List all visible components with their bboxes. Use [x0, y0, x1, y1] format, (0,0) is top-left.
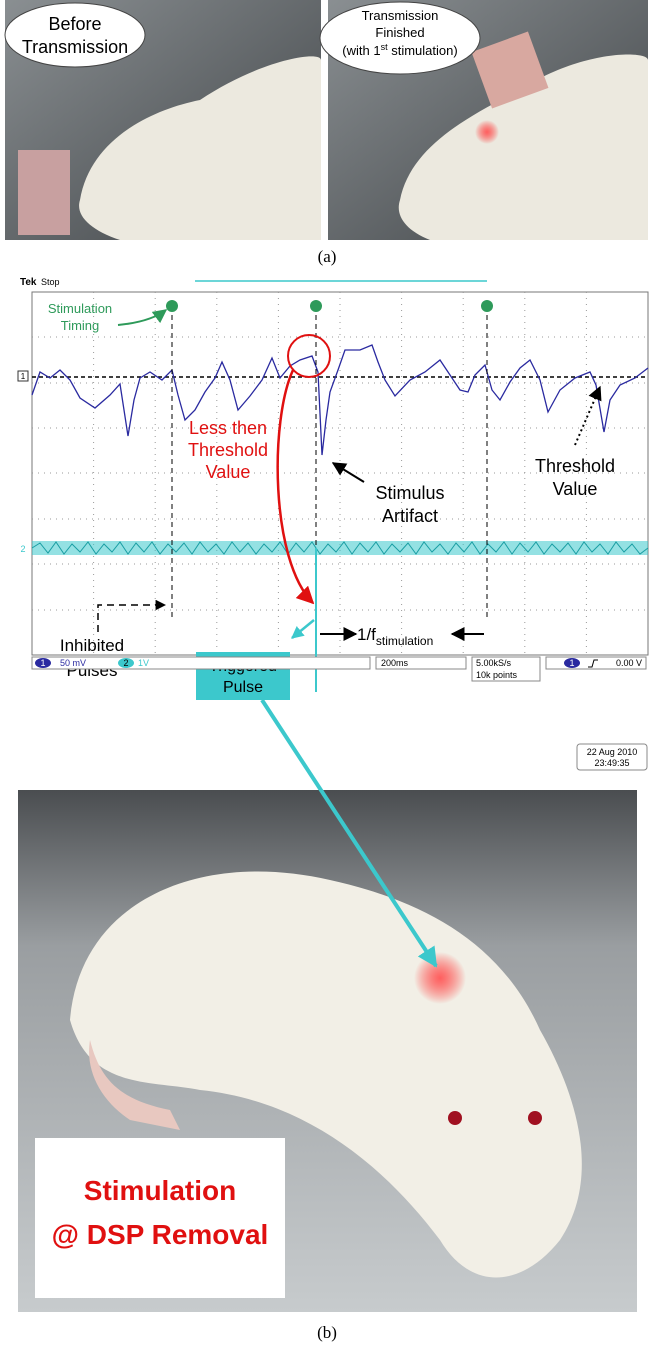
label: Transmission	[362, 8, 439, 23]
annotation: Timing	[61, 318, 100, 333]
caption: (a)	[318, 247, 337, 266]
arrow	[118, 310, 166, 325]
annotation: Stimulus	[375, 483, 444, 503]
highlight-circle	[288, 335, 330, 377]
status-text: 2	[123, 658, 128, 668]
arrow	[333, 463, 364, 482]
arrow	[98, 605, 165, 632]
status-bar: 1 50 mV 2 1V 200ms 5.00kS/s 10k points 1…	[32, 657, 646, 681]
annotation: 1/fstimulation	[357, 625, 433, 648]
eye	[448, 1111, 462, 1125]
status-text: 1	[569, 658, 574, 668]
label: Transmission	[22, 37, 128, 57]
annotation: Inhibited	[60, 636, 124, 655]
device	[18, 150, 70, 235]
timestamp: 22 Aug 2010	[587, 747, 638, 757]
led-glow	[475, 120, 499, 144]
photo-before: Before Transmission	[5, 0, 321, 240]
label: Finished	[375, 25, 424, 40]
overlay-text: Stimulation	[84, 1175, 236, 1206]
photo-after: Transmission Finished (with 1st stimulat…	[320, 0, 648, 240]
arrow	[575, 387, 600, 445]
overlay-text: @ DSP Removal	[52, 1219, 269, 1250]
annotation: Less then	[189, 418, 267, 438]
annotation: Pulse	[223, 679, 263, 696]
annotation: Value	[553, 479, 598, 499]
status-text: 200ms	[381, 658, 409, 668]
label: (with 1st stimulation)	[342, 42, 457, 58]
oscilloscope: Tek Stop 1 2 Stimulation Timing Less the…	[18, 277, 648, 770]
stimulation-dot	[310, 300, 322, 312]
led-glow	[414, 952, 466, 1004]
timestamp: 23:49:35	[594, 758, 629, 768]
overlay-box	[35, 1138, 285, 1298]
status-text: 0.00 V	[616, 658, 642, 668]
page: {"panel_a":{"before_label":["Before","Tr…	[0, 0, 654, 1349]
stimulation-dot	[166, 300, 178, 312]
arrow	[292, 620, 314, 638]
arrow	[278, 370, 313, 603]
annotation: Stimulation	[48, 301, 112, 316]
status-text: 1	[40, 658, 45, 668]
status-text: 10k points	[476, 670, 518, 680]
annotation: Artifact	[382, 506, 438, 526]
eye	[528, 1111, 542, 1125]
channel-marker: 2	[20, 544, 25, 554]
status-text: 1V	[138, 658, 149, 668]
state: Stop	[41, 277, 60, 287]
channel-marker: 1	[21, 372, 26, 381]
label: Before	[48, 14, 101, 34]
label-part: stimulation)	[388, 43, 458, 58]
annotation: Threshold	[188, 440, 268, 460]
period-prefix: 1/f	[357, 625, 376, 644]
brand: Tek	[20, 277, 37, 288]
status-text: 5.00kS/s	[476, 658, 512, 668]
photo-stimulation: Stimulation @ DSP Removal	[18, 790, 637, 1312]
label-part: (with 1	[342, 43, 380, 58]
label-bubble	[5, 3, 145, 67]
period-subscript: stimulation	[376, 634, 433, 648]
annotation: Value	[206, 462, 251, 482]
annotation: Threshold	[535, 456, 615, 476]
stimulation-dot	[481, 300, 493, 312]
figure: Before Transmission Transmission Finishe…	[0, 0, 654, 1349]
caption: (b)	[317, 1323, 337, 1342]
status-text: 50 mV	[60, 658, 86, 668]
